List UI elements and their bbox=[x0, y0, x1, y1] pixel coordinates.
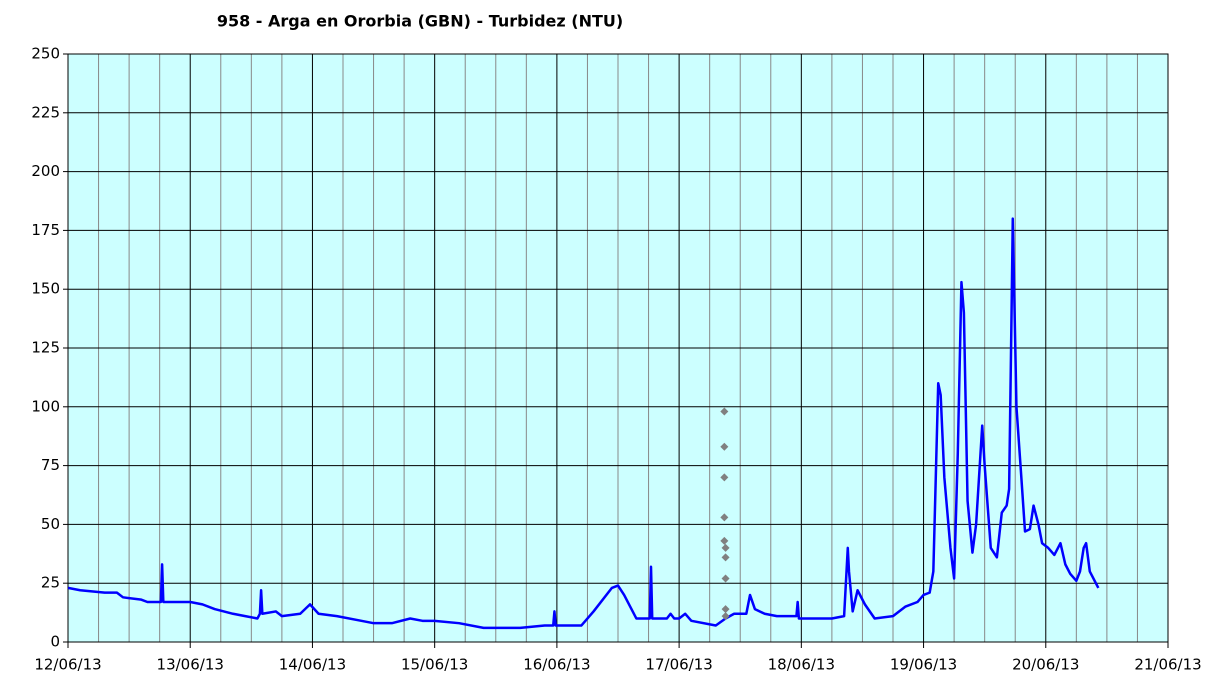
point bbox=[720, 536, 729, 545]
point bbox=[720, 513, 729, 522]
point bbox=[721, 553, 730, 562]
y-tick-label: 0 bbox=[50, 633, 60, 651]
y-tick-label: 175 bbox=[31, 221, 60, 239]
x-tick-label: 17/06/13 bbox=[645, 656, 712, 674]
point bbox=[720, 473, 729, 482]
y-tick-label: 225 bbox=[31, 103, 60, 121]
x-tick-label: 19/06/13 bbox=[890, 656, 957, 674]
y-tick-label: 50 bbox=[41, 515, 60, 533]
point bbox=[721, 574, 730, 583]
x-tick-label: 15/06/13 bbox=[401, 656, 468, 674]
point bbox=[720, 407, 729, 416]
x-tick-label: 21/06/13 bbox=[1134, 656, 1201, 674]
x-tick-label: 12/06/13 bbox=[34, 656, 101, 674]
plot-border bbox=[67, 53, 1169, 643]
point bbox=[721, 543, 730, 552]
point bbox=[720, 442, 729, 451]
y-tick-label: 25 bbox=[41, 574, 60, 592]
y-tick-label: 200 bbox=[31, 162, 60, 180]
point bbox=[721, 612, 730, 621]
x-tick-label: 16/06/13 bbox=[523, 656, 590, 674]
x-tick-label: 20/06/13 bbox=[1012, 656, 1079, 674]
y-tick-label: 150 bbox=[31, 280, 60, 298]
point bbox=[721, 605, 730, 614]
y-tick-label: 125 bbox=[31, 339, 60, 357]
y-tick-label: 100 bbox=[31, 397, 60, 415]
chart-title: 958 - Arga en Ororbia (GBN) - Turbidez (… bbox=[217, 12, 623, 31]
x-tick-label: 13/06/13 bbox=[157, 656, 224, 674]
y-tick-label: 250 bbox=[31, 45, 60, 63]
x-tick-label: 18/06/13 bbox=[768, 656, 835, 674]
line-series bbox=[67, 217, 1100, 630]
x-tick-label: 14/06/13 bbox=[279, 656, 346, 674]
y-tick-label: 75 bbox=[41, 456, 60, 474]
